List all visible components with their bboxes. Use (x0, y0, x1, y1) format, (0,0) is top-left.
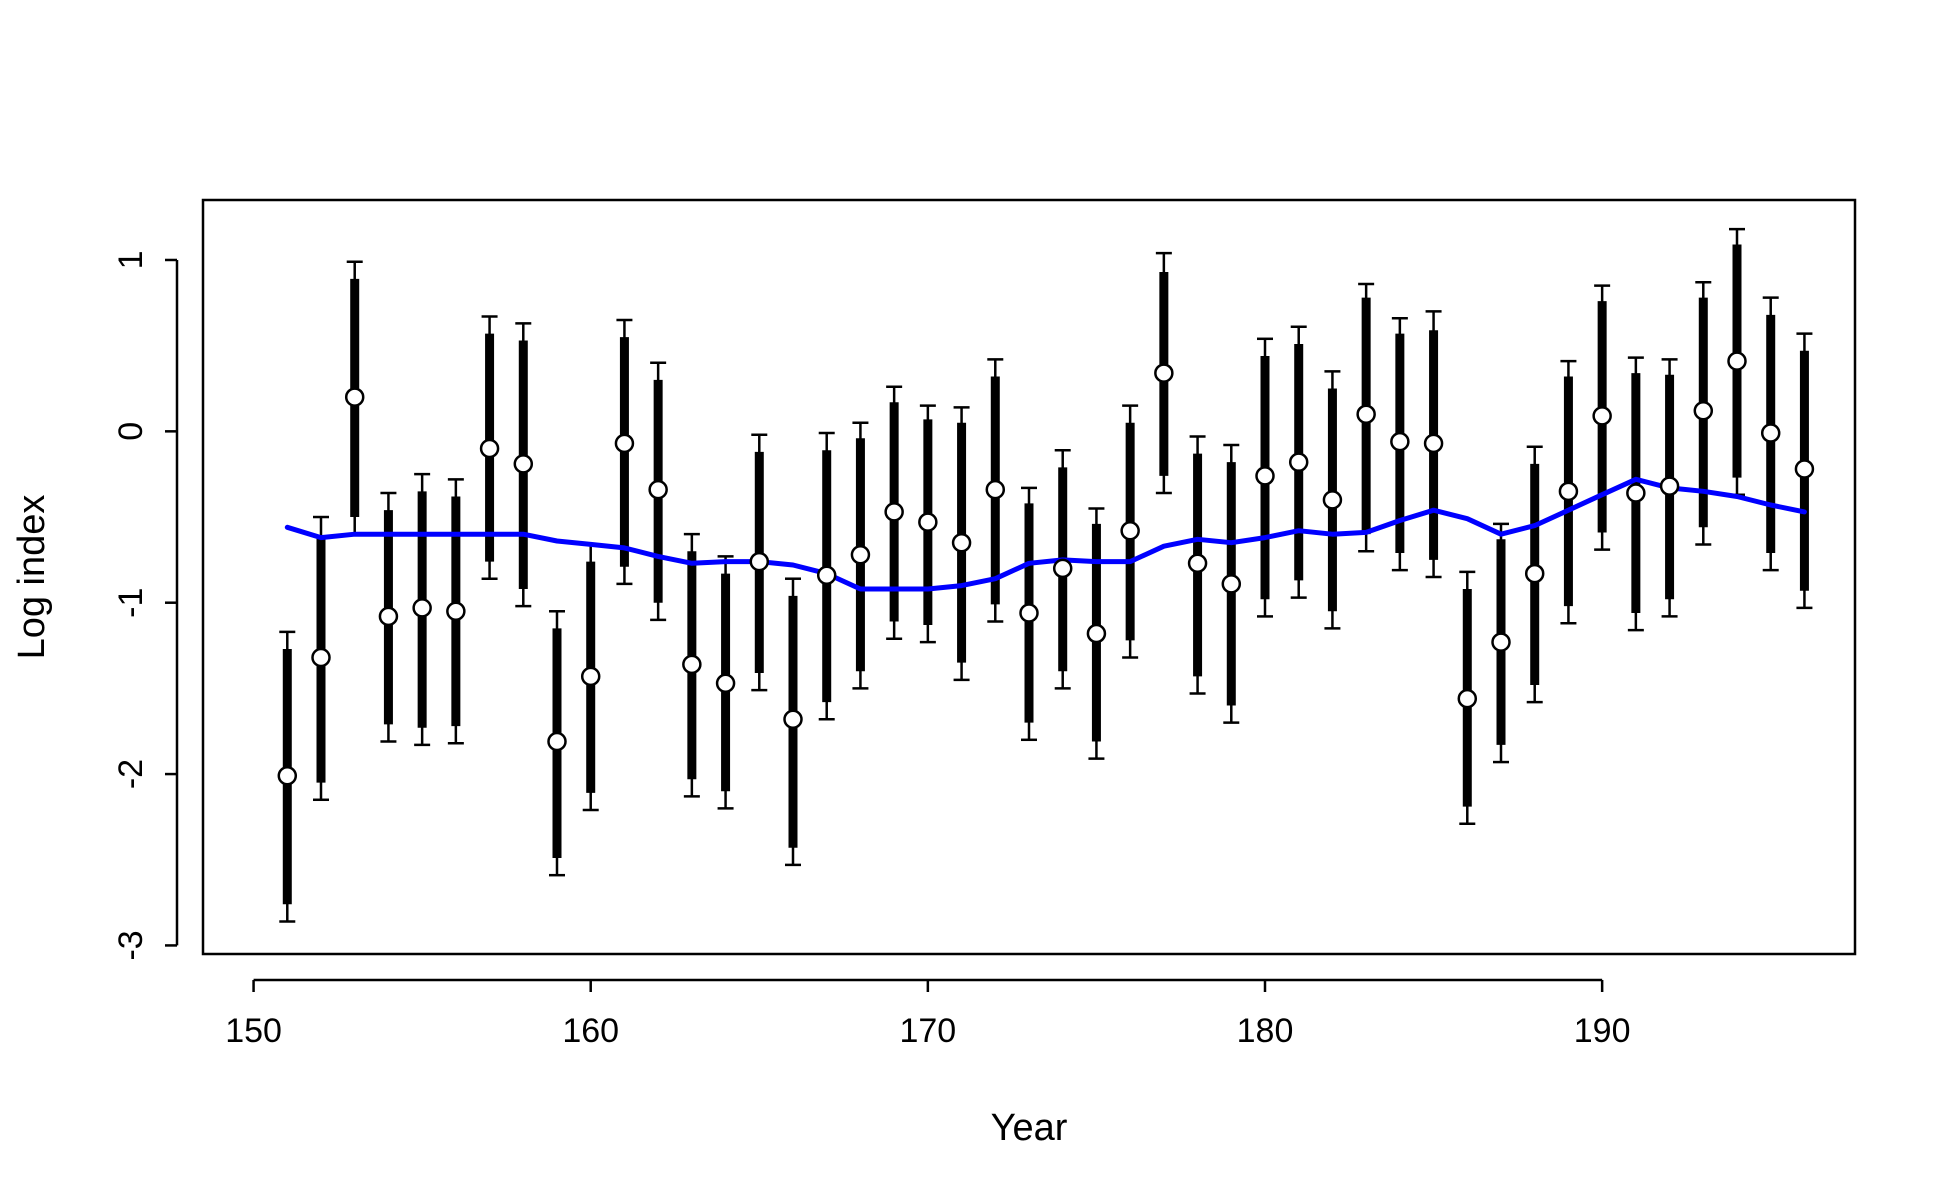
observed-point (1390, 431, 1410, 452)
observed-point (1086, 623, 1107, 644)
observed-point (1626, 483, 1646, 503)
observed-point (1457, 688, 1478, 709)
observed-point (1019, 603, 1039, 623)
observed-point (715, 673, 736, 693)
observed-point (1322, 490, 1343, 510)
x-tick-label: 190 (1574, 1012, 1631, 1050)
observed-point (985, 479, 1006, 500)
observed-point (648, 479, 668, 500)
y-tick-label: 1 (112, 251, 150, 270)
observed-point (378, 606, 399, 627)
fitted-line (284, 476, 1807, 592)
observed-point (1727, 351, 1747, 371)
y-tick-label: 0 (112, 422, 150, 441)
error-bars (279, 227, 1813, 923)
observed-point (884, 502, 904, 522)
observed-points (277, 351, 1815, 786)
observed-point (311, 647, 331, 668)
observed-point (277, 766, 298, 786)
observed-point (1423, 433, 1444, 454)
observed-point (783, 709, 803, 729)
observed-point (918, 512, 938, 532)
observed-point (1760, 423, 1781, 443)
observed-point (446, 601, 466, 622)
observed-point (412, 598, 432, 618)
y-tick-label: -1 (112, 588, 150, 618)
y-tick-label: -3 (112, 930, 150, 960)
observed-point (1794, 459, 1815, 479)
observed-point (1288, 452, 1309, 472)
observed-point (1659, 476, 1680, 496)
plot-frame (201, 198, 1857, 956)
y-axis-title: Log index (11, 495, 53, 660)
x-tick-label: 170 (899, 1012, 956, 1050)
y-axis: -3 -2 -1 0 1 (112, 251, 179, 961)
observed-point (951, 532, 972, 553)
observed-point (547, 731, 567, 752)
observed-point (513, 454, 534, 474)
observed-point (816, 565, 837, 586)
x-tick-label: 150 (225, 1012, 282, 1050)
observed-point (1491, 632, 1511, 652)
x-tick-label: 180 (1237, 1012, 1294, 1050)
observed-point (1052, 558, 1073, 579)
observed-point (1154, 363, 1174, 383)
observed-point (344, 387, 365, 407)
fitted-line-group (284, 476, 1807, 592)
observed-point (850, 544, 871, 565)
observed-point (1187, 553, 1208, 574)
observed-point (682, 654, 702, 675)
observed-point (1524, 563, 1545, 584)
observed-point (749, 551, 770, 572)
observed-point (1592, 406, 1612, 426)
observed-point (614, 433, 635, 454)
observed-point (1693, 401, 1714, 421)
x-axis-title: Year (991, 1107, 1068, 1149)
observed-point (479, 438, 500, 459)
x-axis: 150 160 170 180 190 (225, 978, 1631, 1050)
observed-point (580, 666, 601, 687)
observed-point (1356, 404, 1376, 424)
observed-point (1255, 466, 1275, 486)
observed-point (1558, 481, 1579, 502)
observed-point (1221, 574, 1242, 594)
y-tick-label: -2 (112, 759, 150, 789)
x-tick-label: 160 (562, 1012, 619, 1050)
observed-point (1120, 520, 1140, 541)
